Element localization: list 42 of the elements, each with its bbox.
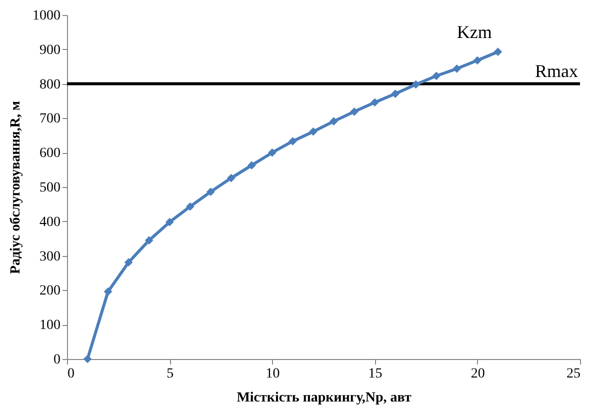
y-axis-title: Радіус обслуговування,R, м bbox=[8, 100, 24, 274]
point bbox=[206, 188, 215, 196]
y-tick-label: 900 bbox=[40, 42, 60, 58]
annotation: Kzm bbox=[456, 22, 492, 42]
y-tick-label: 1000 bbox=[32, 8, 60, 24]
point bbox=[330, 117, 338, 126]
point bbox=[309, 127, 318, 136]
x-tick-label: 20 bbox=[470, 366, 485, 382]
x-tick-label: 10 bbox=[266, 366, 280, 382]
x-tick-label: 25 bbox=[566, 366, 580, 382]
y-tick-label: 600 bbox=[40, 146, 60, 162]
ref-line-label: Rmax bbox=[535, 60, 578, 81]
x-tick-label: 0 bbox=[68, 366, 74, 382]
y-tick-label: 0 bbox=[54, 352, 60, 368]
x-tick-label: 5 bbox=[166, 366, 174, 382]
y-tick-label: 100 bbox=[40, 318, 60, 334]
point bbox=[247, 161, 256, 170]
point bbox=[124, 258, 133, 267]
point bbox=[268, 148, 276, 157]
y-tick-label: 200 bbox=[40, 284, 60, 299]
y-tick-label: 800 bbox=[40, 77, 60, 92]
point bbox=[432, 72, 441, 80]
y-tick-label: 700 bbox=[40, 112, 60, 127]
point bbox=[83, 354, 92, 364]
point bbox=[288, 137, 297, 146]
point bbox=[104, 287, 112, 296]
point bbox=[391, 90, 400, 98]
x-tick-label: 15 bbox=[368, 366, 382, 382]
y-tick-label: 500 bbox=[40, 180, 60, 196]
point bbox=[494, 48, 502, 56]
point bbox=[412, 80, 420, 89]
point bbox=[452, 64, 462, 73]
point bbox=[350, 107, 358, 116]
y-tick-label: 400 bbox=[40, 214, 60, 230]
point bbox=[226, 174, 236, 182]
x-axis-title: Місткість паркингу,Nр, авт bbox=[236, 390, 412, 406]
point bbox=[144, 236, 154, 245]
point bbox=[473, 56, 482, 65]
point bbox=[370, 98, 379, 107]
point bbox=[186, 202, 194, 211]
y-tick-label: 300 bbox=[40, 249, 60, 264]
point bbox=[165, 218, 174, 226]
